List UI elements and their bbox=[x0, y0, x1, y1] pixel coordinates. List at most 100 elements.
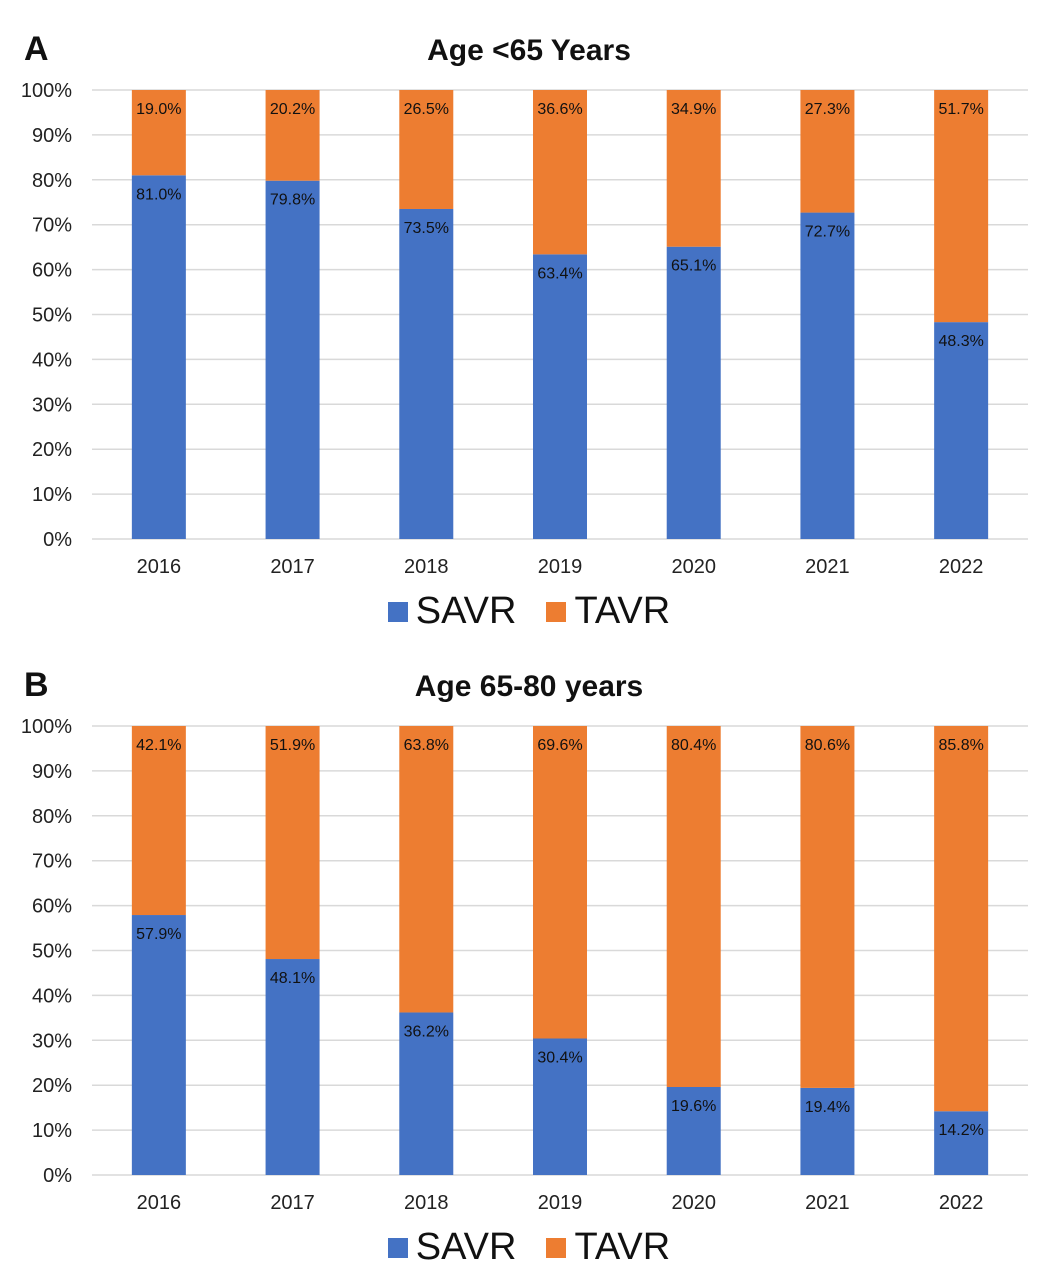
data-label-savr: 14.2% bbox=[938, 1122, 983, 1139]
y-tick-label: 20% bbox=[32, 1075, 72, 1097]
data-label-tavr: 80.4% bbox=[671, 737, 716, 754]
y-tick-label: 100% bbox=[21, 80, 72, 102]
data-label-savr: 19.4% bbox=[805, 1099, 850, 1116]
y-tick-label: 60% bbox=[32, 896, 72, 918]
data-label-tavr: 80.6% bbox=[805, 737, 850, 754]
chart-title: Age <65 Years bbox=[427, 34, 631, 67]
legend-item-tavr: TAVR bbox=[546, 590, 670, 633]
x-tick-label: 2021 bbox=[805, 556, 850, 578]
bar-savr bbox=[399, 208, 454, 540]
x-tick-label: 2019 bbox=[538, 1192, 583, 1214]
data-label-savr: 36.2% bbox=[404, 1023, 449, 1040]
legend-swatch-tavr bbox=[546, 601, 567, 622]
y-tick-label: 20% bbox=[32, 439, 72, 461]
panel-b: B Age 65-80 years 0% 10% 20% 30% 40% 50% 60% 70… bbox=[0, 636, 1058, 1272]
y-tick-label: 50% bbox=[32, 305, 72, 327]
bar-tavr bbox=[666, 90, 721, 247]
legend-item-savr: SAVR bbox=[387, 590, 516, 633]
data-label-tavr: 20.2% bbox=[270, 101, 315, 118]
y-tick-label: 0% bbox=[43, 529, 72, 551]
bar-savr bbox=[800, 1087, 855, 1175]
x-tick-label: 2016 bbox=[137, 556, 182, 578]
data-label-savr: 30.4% bbox=[537, 1050, 582, 1067]
x-tick-label: 2020 bbox=[671, 1192, 716, 1214]
bar-savr bbox=[800, 212, 855, 539]
bar-savr bbox=[131, 175, 186, 539]
x-tick-label: 2018 bbox=[404, 1192, 449, 1214]
y-tick-label: 70% bbox=[32, 215, 72, 237]
data-label-tavr: 26.5% bbox=[404, 101, 449, 118]
bar-tavr bbox=[934, 90, 989, 323]
chart-plot-area: 0% 10% 20% 30% 40% 50% 60% 70% 80% 90% 100% 57.9% 42… bbox=[21, 716, 1028, 1214]
data-label-tavr: 19.0% bbox=[136, 101, 181, 118]
bar-savr bbox=[533, 1038, 587, 1175]
y-tick-label: 0% bbox=[43, 1165, 72, 1187]
bar-tavr bbox=[800, 90, 855, 213]
legend-swatch-tavr bbox=[546, 1237, 567, 1258]
data-label-tavr: 34.9% bbox=[671, 101, 716, 118]
data-label-tavr: 63.8% bbox=[404, 737, 449, 754]
x-tick-label: 2021 bbox=[805, 1192, 850, 1214]
bar-savr bbox=[666, 1086, 721, 1175]
y-tick-label: 50% bbox=[32, 941, 72, 963]
legend-swatch-savr bbox=[387, 1237, 408, 1258]
x-tick-label: 2018 bbox=[404, 556, 449, 578]
y-tick-label: 30% bbox=[32, 1030, 72, 1052]
data-label-tavr: 85.8% bbox=[938, 737, 983, 754]
x-tick-label: 2016 bbox=[137, 1192, 182, 1214]
bar-savr bbox=[666, 246, 721, 540]
panel-letter: A bbox=[24, 30, 49, 68]
y-tick-label: 80% bbox=[32, 806, 72, 828]
y-tick-label: 40% bbox=[32, 349, 72, 371]
legend-swatch-savr bbox=[387, 601, 408, 622]
x-tick-label: 2019 bbox=[538, 556, 583, 578]
legend: SAVR TAVR bbox=[0, 1226, 1058, 1269]
bar-tavr bbox=[131, 90, 186, 176]
legend-label: SAVR bbox=[415, 1226, 517, 1268]
bar-tavr bbox=[265, 90, 320, 181]
data-label-tavr: 42.1% bbox=[136, 737, 181, 754]
bar-tavr bbox=[399, 726, 454, 1013]
y-tick-label: 30% bbox=[32, 394, 72, 416]
data-label-tavr: 51.7% bbox=[938, 101, 983, 118]
legend-item-savr: SAVR bbox=[387, 1226, 517, 1269]
data-label-savr: 48.3% bbox=[938, 333, 983, 350]
data-label-savr: 79.8% bbox=[270, 192, 315, 209]
bar-savr bbox=[265, 959, 320, 1175]
chart-title: Age 65-80 years bbox=[414, 670, 644, 703]
bar-savr bbox=[934, 322, 989, 539]
legend-item-tavr: TAVR bbox=[546, 1226, 670, 1269]
y-tick-label: 10% bbox=[32, 484, 72, 506]
bar-tavr bbox=[399, 90, 454, 209]
x-tick-label: 2017 bbox=[270, 1192, 315, 1214]
legend-label: TAVR bbox=[574, 590, 671, 632]
x-tick-label: 2022 bbox=[939, 556, 984, 578]
y-tick-label: 10% bbox=[32, 1120, 72, 1142]
bar-tavr bbox=[934, 726, 989, 1112]
data-label-tavr: 27.3% bbox=[805, 101, 850, 118]
bar-tavr bbox=[800, 726, 855, 1088]
data-label-savr: 57.9% bbox=[136, 926, 181, 943]
bar-savr bbox=[934, 1111, 989, 1175]
panel-letter: B bbox=[24, 666, 49, 704]
legend-label: TAVR bbox=[574, 1226, 671, 1268]
y-tick-label: 60% bbox=[32, 260, 72, 282]
data-label-tavr: 36.6% bbox=[537, 101, 582, 118]
data-label-savr: 63.4% bbox=[537, 265, 582, 282]
bar-tavr bbox=[533, 726, 587, 1039]
y-tick-label: 100% bbox=[21, 716, 72, 738]
bar-savr bbox=[399, 1012, 454, 1175]
y-tick-label: 40% bbox=[32, 985, 72, 1007]
data-label-savr: 48.1% bbox=[270, 970, 315, 987]
bar-savr bbox=[533, 254, 587, 540]
legend: SAVR TAVR bbox=[0, 590, 1058, 633]
data-label-savr: 19.6% bbox=[671, 1098, 716, 1115]
data-label-savr: 81.0% bbox=[136, 186, 181, 203]
panel-a: A Age <65 Years 0% 10% 20% 30% 40% 50% 60% 70% 8… bbox=[0, 30, 1058, 633]
data-label-savr: 72.7% bbox=[805, 224, 850, 241]
bar-tavr bbox=[265, 726, 320, 960]
bar-tavr bbox=[131, 726, 186, 916]
data-label-tavr: 51.9% bbox=[270, 737, 315, 754]
y-tick-label: 90% bbox=[32, 761, 72, 783]
y-tick-label: 70% bbox=[32, 851, 72, 873]
